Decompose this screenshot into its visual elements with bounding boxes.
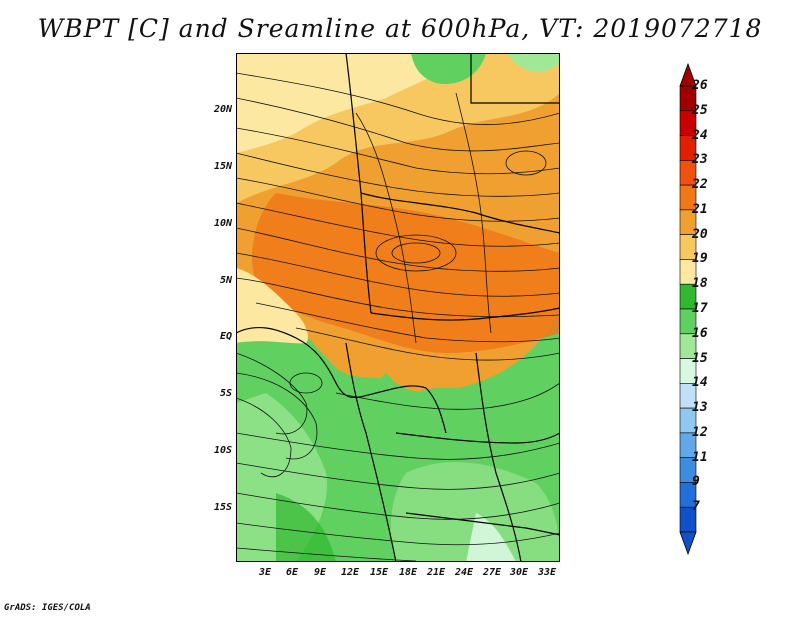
colorbar-label: 22 xyxy=(692,177,708,193)
lon-label-30e: 30E xyxy=(509,567,529,578)
lat-label-10s: 10S xyxy=(213,445,232,456)
colorbar-max-arrow xyxy=(679,62,697,87)
lon-label-27e: 27E xyxy=(482,567,502,578)
colorbar-label: 15 xyxy=(692,350,708,366)
streamlines xyxy=(236,72,560,562)
dark-green-patch xyxy=(276,493,336,562)
colorbar-label: 9 xyxy=(692,474,700,490)
country-borders xyxy=(236,53,560,562)
lon-label-21e: 21E xyxy=(426,567,446,578)
colorbar-label: 7 xyxy=(692,499,700,515)
colorbar-label: 24 xyxy=(692,127,708,143)
colorbar-label: 20 xyxy=(692,226,708,242)
colorbar-label: 16 xyxy=(692,325,708,341)
colorbar-min-arrow xyxy=(679,531,697,556)
lat-label-5s: 5S xyxy=(219,388,232,399)
lon-label-9e: 9E xyxy=(313,567,327,578)
light-yellow-wbpt-region xyxy=(236,53,466,153)
north-east-green-patch xyxy=(506,53,560,72)
lon-label-24e: 24E xyxy=(454,567,474,578)
lon-label-12e: 12E xyxy=(340,567,360,578)
wbpt-field-map xyxy=(236,53,560,562)
lon-label-15e: 15E xyxy=(369,567,389,578)
north-green-patch xyxy=(411,53,486,84)
colorbar-label: 23 xyxy=(692,152,708,168)
lat-label-eq: EQ xyxy=(219,331,232,342)
colorbar-label: 26 xyxy=(692,78,708,93)
map-border xyxy=(236,53,560,562)
lat-label-20n: 20N xyxy=(213,104,232,115)
map-title: WBPT [C] and Sreamline at 600hPa, VT: 20… xyxy=(37,14,763,43)
grads-credit: GrADS: IGES/COLA xyxy=(4,603,91,613)
lon-label-6e: 6E xyxy=(285,567,299,578)
colorbar-label: 19 xyxy=(692,251,708,267)
lat-label-15s: 15S xyxy=(213,502,232,513)
colorbar-label: 25 xyxy=(692,102,708,118)
lon-label-18e: 18E xyxy=(398,567,418,578)
coastal-light-yellow-region xyxy=(236,268,308,344)
lat-label-5n: 5N xyxy=(219,275,232,286)
pale-patch xyxy=(466,513,516,562)
colorbar-label: 11 xyxy=(692,449,708,465)
colorbar-label: 12 xyxy=(692,424,708,440)
lat-label-10n: 10N xyxy=(213,218,232,229)
colorbar-label: 17 xyxy=(692,301,708,316)
lon-label-33e: 33E xyxy=(537,567,557,578)
colorbar-label: 13 xyxy=(692,400,708,416)
colorbar-label: 14 xyxy=(692,375,708,391)
map-plot-area xyxy=(236,53,560,562)
southeast-light-green-region xyxy=(390,462,560,562)
color-scale-bar xyxy=(679,62,697,556)
colorbar-label: 21 xyxy=(692,201,708,217)
lon-label-3e: 3E xyxy=(258,567,272,578)
colorbar-label: 18 xyxy=(692,276,708,292)
lat-label-15n: 15N xyxy=(213,161,232,172)
